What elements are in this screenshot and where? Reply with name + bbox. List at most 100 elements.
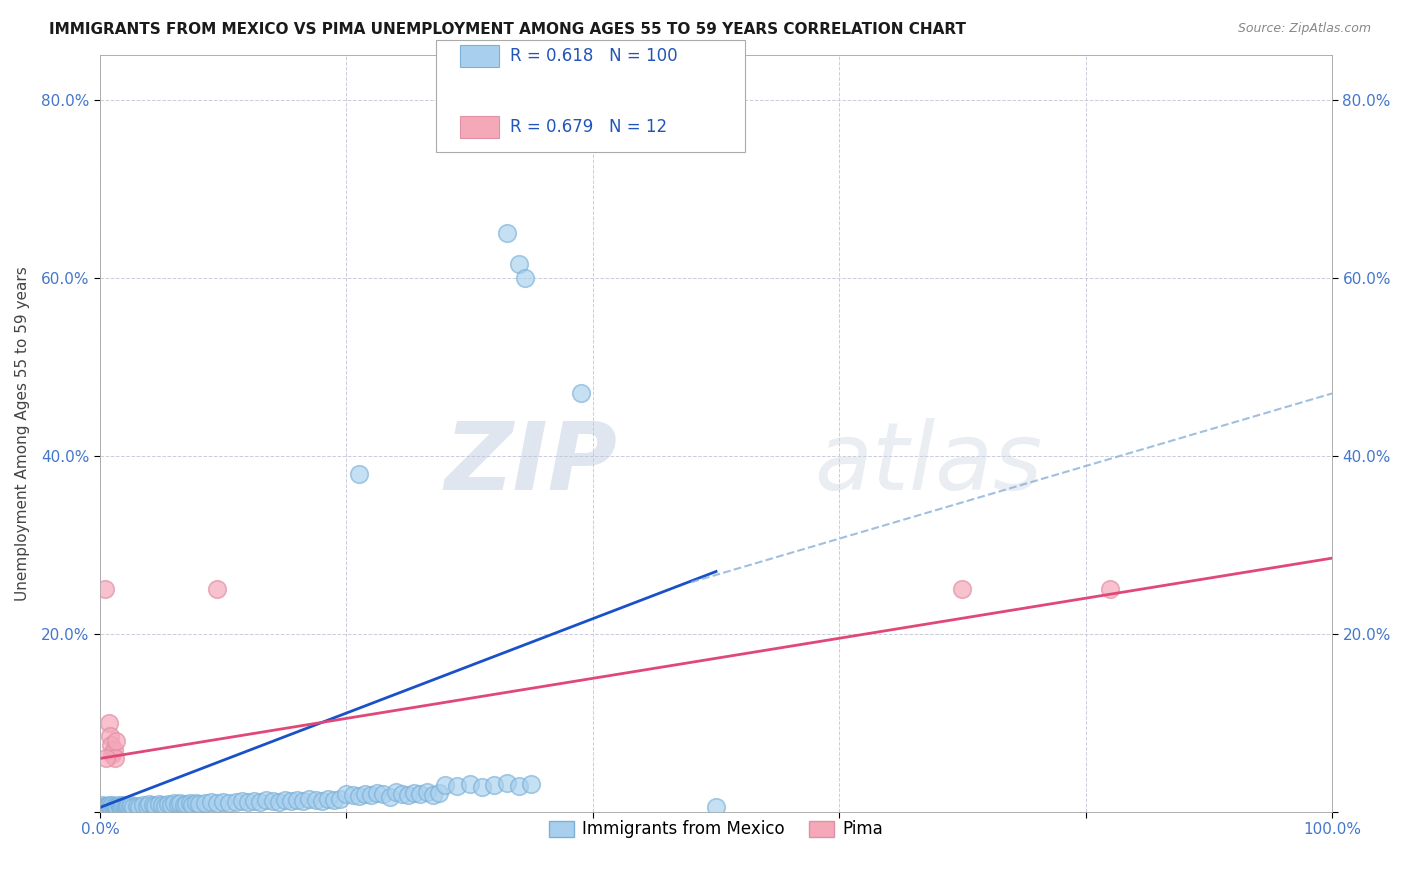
Point (354, 787, 377, 801)
Point (391, 787, 413, 801)
Point (148, 797, 170, 811)
Point (94, 582, 117, 597)
Point (415, 785, 437, 799)
Point (179, 796, 201, 810)
Point (90, 800, 112, 814)
Point (194, 796, 217, 810)
Point (329, 792, 352, 806)
Point (107, 797, 129, 812)
Point (145, 798, 167, 813)
Point (249, 795, 271, 809)
Point (101, 747, 124, 761)
Point (120, 797, 142, 812)
Y-axis label: Unemployment Among Ages 55 to 59 years: Unemployment Among Ages 55 to 59 years (15, 266, 30, 601)
Point (184, 796, 207, 810)
Point (128, 799, 150, 814)
Point (422, 788, 444, 802)
Point (156, 797, 179, 811)
Point (513, 270, 536, 285)
Point (98, 800, 121, 814)
Point (97, 797, 120, 812)
Point (166, 797, 188, 811)
Point (569, 386, 592, 401)
Point (200, 795, 222, 809)
Point (704, 800, 727, 814)
Point (1099, 582, 1122, 597)
Point (169, 796, 191, 810)
Point (378, 789, 401, 804)
Point (347, 467, 370, 481)
Point (231, 794, 253, 808)
Point (122, 799, 145, 814)
Text: R = 0.679   N = 12: R = 0.679 N = 12 (510, 118, 668, 136)
Point (471, 780, 494, 794)
Point (115, 800, 138, 814)
Point (434, 778, 457, 792)
Point (298, 792, 321, 806)
Point (93, 800, 115, 814)
Point (225, 795, 247, 809)
Point (97, 715, 120, 730)
Point (292, 794, 315, 808)
Point (115, 798, 138, 813)
Point (495, 226, 517, 240)
Point (181, 797, 204, 812)
Point (254, 793, 277, 807)
Point (187, 797, 209, 811)
Point (103, 800, 125, 814)
Point (108, 799, 131, 814)
Point (236, 795, 259, 809)
Point (100, 738, 122, 752)
Text: IMMIGRANTS FROM MEXICO VS PIMA UNEMPLOYMENT AMONG AGES 55 TO 59 YEARS CORRELATIO: IMMIGRANTS FROM MEXICO VS PIMA UNEMPLOYM… (49, 22, 966, 37)
Point (150, 797, 173, 812)
Point (304, 793, 326, 807)
Point (285, 793, 308, 807)
Point (160, 797, 183, 812)
Point (316, 792, 339, 806)
Point (347, 789, 370, 803)
Point (342, 788, 364, 802)
Text: R = 0.618   N = 100: R = 0.618 N = 100 (510, 46, 678, 65)
Point (267, 795, 290, 809)
Point (218, 796, 240, 810)
Point (91, 797, 114, 812)
Point (212, 795, 235, 809)
Point (98, 729, 121, 743)
Point (508, 779, 530, 793)
Point (114, 799, 136, 814)
Point (323, 793, 346, 807)
Point (96, 751, 118, 765)
Point (458, 777, 481, 791)
Point (311, 794, 333, 808)
Point (274, 793, 297, 807)
Point (94, 798, 117, 813)
Point (409, 787, 432, 801)
Point (280, 794, 302, 808)
Point (262, 794, 284, 808)
Point (404, 786, 426, 800)
Point (104, 798, 127, 813)
Point (384, 785, 406, 799)
Point (360, 788, 382, 802)
Point (138, 797, 160, 811)
Point (173, 797, 195, 812)
Point (446, 779, 468, 793)
Point (103, 742, 125, 756)
Text: Source: ZipAtlas.com: Source: ZipAtlas.com (1237, 22, 1371, 36)
Point (142, 797, 165, 812)
Point (520, 777, 543, 791)
Point (373, 787, 395, 801)
Point (135, 798, 157, 813)
Text: atlas: atlas (814, 418, 1043, 509)
Point (105, 800, 128, 814)
Point (205, 796, 228, 810)
Legend: Immigrants from Mexico, Pima: Immigrants from Mexico, Pima (541, 814, 890, 845)
Point (132, 797, 155, 812)
Point (117, 798, 139, 813)
Point (243, 794, 266, 808)
Point (366, 786, 388, 800)
Point (96, 800, 118, 814)
Point (174, 797, 197, 811)
Point (205, 582, 228, 597)
Point (163, 796, 186, 810)
